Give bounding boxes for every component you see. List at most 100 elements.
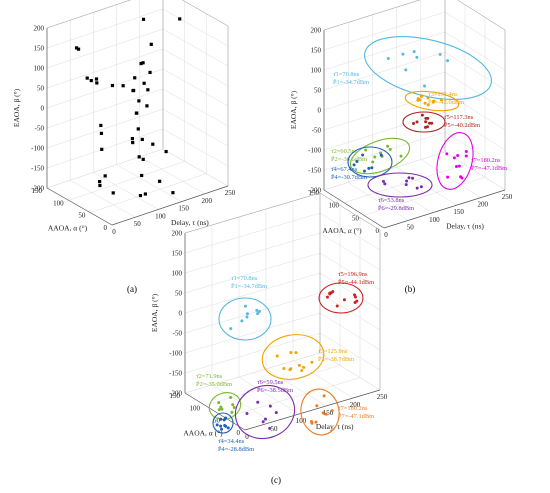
cluster-label: τ̄2=60.5ns bbox=[331, 148, 358, 155]
cluster-ellipse bbox=[300, 388, 340, 436]
grid-line bbox=[444, 131, 506, 171]
x-tick-label: 100 bbox=[155, 212, 166, 220]
x-tick-label: 50 bbox=[271, 425, 279, 433]
z-tick-label: -150 bbox=[169, 370, 182, 378]
data-point bbox=[388, 147, 392, 151]
data-point bbox=[230, 410, 234, 414]
x-tick-label: 150 bbox=[178, 205, 189, 213]
z-tick-label: -200 bbox=[169, 390, 182, 398]
data-point bbox=[426, 116, 430, 120]
data-point bbox=[229, 327, 233, 331]
grid-line bbox=[444, 11, 506, 51]
y-tick-label: 0 bbox=[104, 224, 108, 232]
data-point bbox=[245, 315, 249, 319]
grid-line bbox=[93, 172, 159, 210]
grid-line bbox=[184, 352, 321, 394]
cluster-label: τ̄3=131.4ns bbox=[428, 91, 458, 98]
grid-line bbox=[46, 148, 164, 189]
grid-line bbox=[70, 179, 136, 218]
y-axis-line bbox=[46, 187, 113, 226]
data-point bbox=[464, 154, 468, 158]
cluster-ellipse bbox=[404, 90, 460, 112]
data-point bbox=[143, 192, 147, 196]
y-tick-label: 100 bbox=[329, 202, 340, 210]
cluster-label: P̄4=-30.7dBm bbox=[331, 174, 367, 181]
data-point bbox=[140, 173, 144, 178]
grid-line bbox=[444, 51, 506, 91]
data-point bbox=[419, 94, 423, 98]
data-point bbox=[416, 97, 420, 101]
cluster-label: P̄1=-34.7dBm bbox=[333, 79, 369, 86]
data-point bbox=[362, 169, 366, 173]
y-axis-line bbox=[184, 392, 246, 431]
data-point bbox=[452, 156, 456, 160]
cluster-label: τ̄1=70.8ns bbox=[231, 275, 258, 282]
cluster-label: P̄5=-40.2dBm bbox=[444, 122, 480, 129]
cluster-label: P̄7=-47.1dBm bbox=[471, 165, 507, 172]
z-tick-label: 150 bbox=[311, 47, 322, 55]
panel-caption: (c) bbox=[271, 475, 281, 485]
x-tick-label: 150 bbox=[453, 208, 464, 216]
grid-line bbox=[184, 312, 321, 354]
data-point bbox=[141, 17, 146, 21]
data-point bbox=[439, 98, 443, 102]
z-tick-label: 0 bbox=[318, 107, 322, 115]
x-tick-label: 250 bbox=[225, 189, 236, 197]
x-tick-label: 100 bbox=[429, 216, 440, 224]
cluster-label: τ̄3=125.9ns bbox=[318, 348, 348, 355]
data-point bbox=[322, 394, 326, 398]
data-point bbox=[141, 157, 145, 161]
data-point bbox=[130, 137, 134, 141]
y-tick-label: 50 bbox=[78, 212, 86, 220]
data-point bbox=[386, 56, 390, 60]
data-point bbox=[74, 46, 79, 50]
data-point bbox=[457, 164, 461, 168]
data-point bbox=[383, 182, 387, 186]
grid-line bbox=[90, 173, 207, 213]
data-point bbox=[289, 351, 293, 355]
data-point bbox=[99, 131, 104, 135]
cluster-label: τ̄5=117.3ns bbox=[444, 114, 474, 121]
data-point bbox=[89, 78, 93, 83]
data-point bbox=[140, 137, 144, 142]
z-tick-label: -50 bbox=[312, 127, 322, 135]
data-point bbox=[245, 312, 249, 316]
data-point bbox=[164, 149, 168, 154]
grid-line bbox=[363, 177, 486, 216]
z-tick-label: 50 bbox=[314, 87, 322, 95]
grid-line bbox=[162, 148, 229, 187]
cluster-ellipse bbox=[347, 146, 393, 178]
data-point bbox=[324, 412, 328, 416]
x-axis-title: Delay, τ (ns) bbox=[446, 221, 484, 230]
z-tick-label: 150 bbox=[172, 250, 183, 258]
cluster-label: P̄3=-38.7dBm bbox=[318, 356, 354, 363]
z-tick-label: -100 bbox=[169, 350, 182, 358]
data-point bbox=[76, 47, 81, 51]
cluster-ellipse bbox=[436, 132, 474, 190]
data-point bbox=[428, 121, 432, 125]
grid-line bbox=[184, 332, 321, 374]
grid-line bbox=[319, 232, 381, 271]
data-point bbox=[268, 404, 272, 408]
data-point bbox=[426, 96, 430, 100]
y-tick-label: 100 bbox=[53, 199, 64, 207]
cluster-label: τ̄7=180.2ns bbox=[338, 405, 368, 412]
data-point bbox=[456, 154, 460, 158]
data-point bbox=[310, 360, 314, 364]
box-edge bbox=[181, 0, 229, 27]
grid-line bbox=[224, 377, 361, 418]
data-point bbox=[268, 426, 272, 430]
data-point bbox=[229, 395, 233, 399]
data-point bbox=[371, 160, 375, 164]
data-point bbox=[219, 424, 223, 428]
data-point bbox=[151, 142, 155, 146]
grid-line bbox=[46, 128, 164, 169]
data-point bbox=[171, 191, 175, 195]
x-tick-label: 250 bbox=[377, 393, 388, 401]
x-tick-label: 100 bbox=[296, 417, 307, 425]
grid-line bbox=[184, 292, 321, 334]
grid-line bbox=[162, 48, 229, 87]
